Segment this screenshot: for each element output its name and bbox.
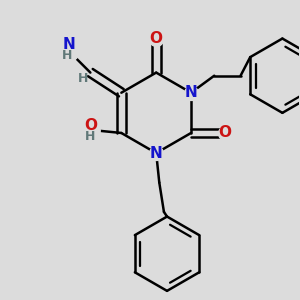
Text: H: H — [77, 72, 88, 85]
Text: O: O — [150, 31, 163, 46]
Text: H: H — [62, 49, 72, 62]
Text: O: O — [84, 118, 97, 133]
Text: N: N — [62, 37, 75, 52]
Text: N: N — [150, 146, 163, 160]
Text: O: O — [219, 125, 232, 140]
Text: H: H — [85, 130, 96, 142]
Text: N: N — [185, 85, 197, 100]
